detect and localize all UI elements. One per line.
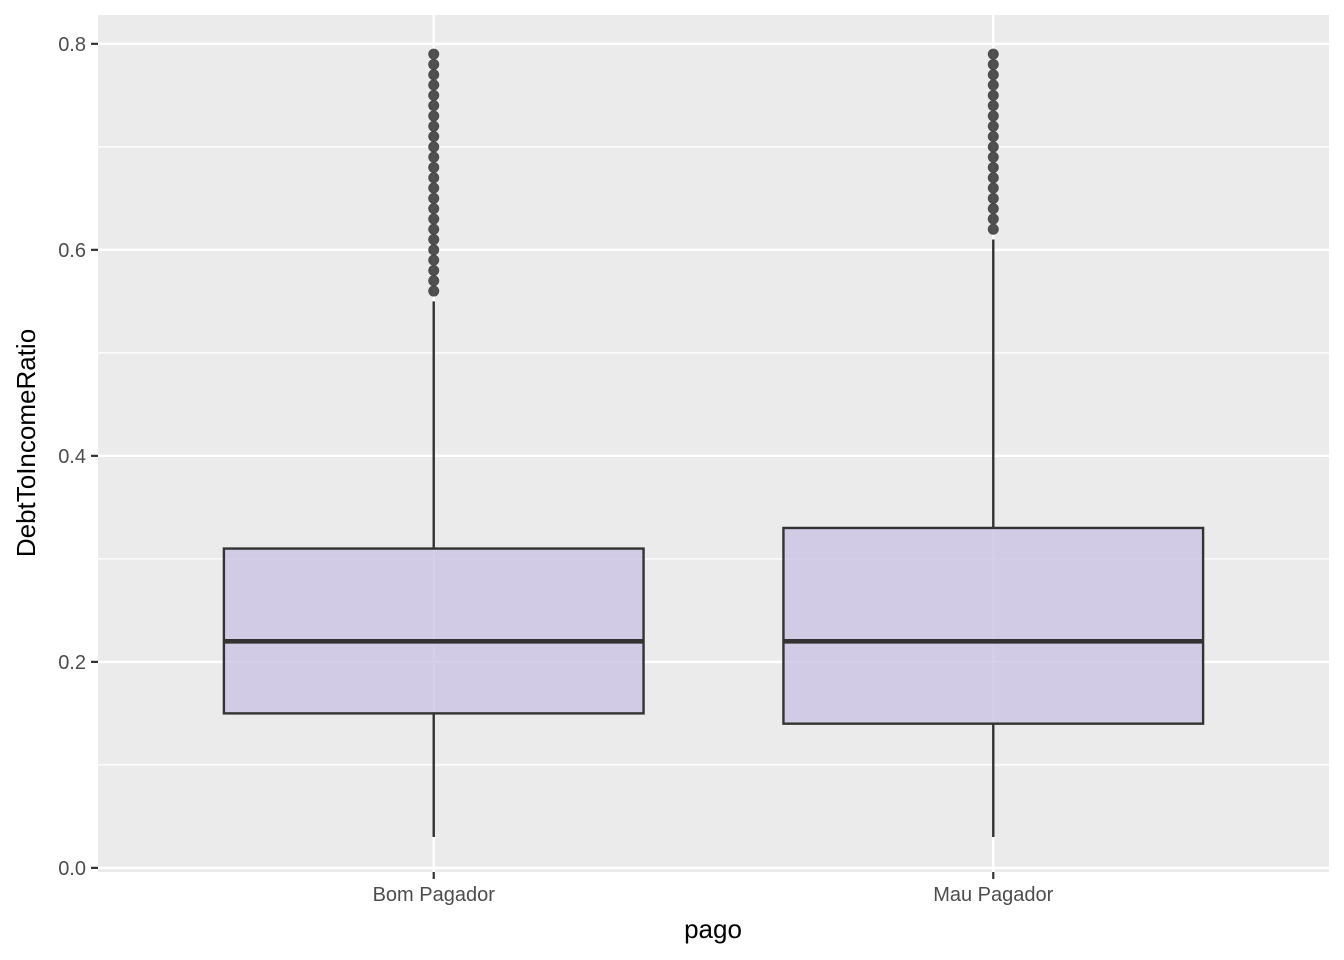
outlier-point	[987, 69, 999, 81]
outlier-point	[428, 110, 440, 122]
outlier-point	[428, 69, 440, 81]
box-series	[222, 48, 1205, 837]
outlier-point	[428, 89, 440, 101]
outlier-point	[987, 100, 999, 112]
outlier-point	[428, 223, 440, 235]
outlier-point	[987, 161, 999, 173]
outlier-point	[428, 120, 440, 132]
y-tick-label: 0.6	[58, 240, 86, 262]
outlier-point	[987, 89, 999, 101]
outlier-point	[987, 192, 999, 204]
box-iqr	[782, 526, 1205, 725]
outlier-point	[428, 48, 440, 60]
y-tick-label: 0.0	[58, 858, 86, 880]
outlier-point	[428, 58, 440, 70]
outlier-point	[428, 264, 440, 276]
outlier-point	[428, 234, 440, 246]
y-tick-label: 0.8	[58, 34, 86, 56]
outlier-point	[987, 110, 999, 122]
outlier-point	[428, 100, 440, 112]
outlier-point	[987, 182, 999, 194]
outlier-point	[987, 203, 999, 215]
x-tick-label: Mau Pagador	[933, 884, 1053, 906]
outlier-point	[428, 203, 440, 215]
outlier-point	[987, 172, 999, 184]
outlier-point	[987, 223, 999, 235]
y-tick-label: 0.4	[58, 446, 86, 468]
outlier-point	[987, 48, 999, 60]
outlier-point	[428, 172, 440, 184]
outlier-point	[428, 151, 440, 163]
y-axis-title: DebtToIncomeRatio	[11, 329, 41, 557]
outlier-point	[987, 131, 999, 143]
outlier-point	[987, 141, 999, 153]
outlier-point	[987, 79, 999, 91]
outlier-point	[428, 285, 440, 297]
outlier-point	[987, 58, 999, 70]
outlier-point	[428, 79, 440, 91]
box-group-1	[222, 48, 645, 837]
y-axis: 0.0 0.2 0.4 0.6 0.8	[58, 34, 98, 880]
plot-panel	[98, 15, 1329, 872]
outlier-point	[428, 275, 440, 287]
outlier-point	[428, 244, 440, 256]
outlier-point	[428, 131, 440, 143]
x-tick-label: Bom Pagador	[373, 884, 496, 906]
box-group-2	[782, 48, 1205, 837]
outlier-point	[987, 213, 999, 225]
x-axis: Bom Pagador Mau Pagador	[373, 872, 1054, 906]
x-axis-title: pago	[684, 914, 742, 944]
outlier-point	[428, 213, 440, 225]
outlier-point	[987, 151, 999, 163]
y-tick-label: 0.2	[58, 652, 86, 674]
outlier-point	[987, 120, 999, 132]
outlier-point	[428, 141, 440, 153]
outlier-point	[428, 192, 440, 204]
outlier-point	[428, 254, 440, 266]
outlier-point	[428, 161, 440, 173]
outlier-point	[428, 182, 440, 194]
box-iqr	[222, 547, 645, 715]
